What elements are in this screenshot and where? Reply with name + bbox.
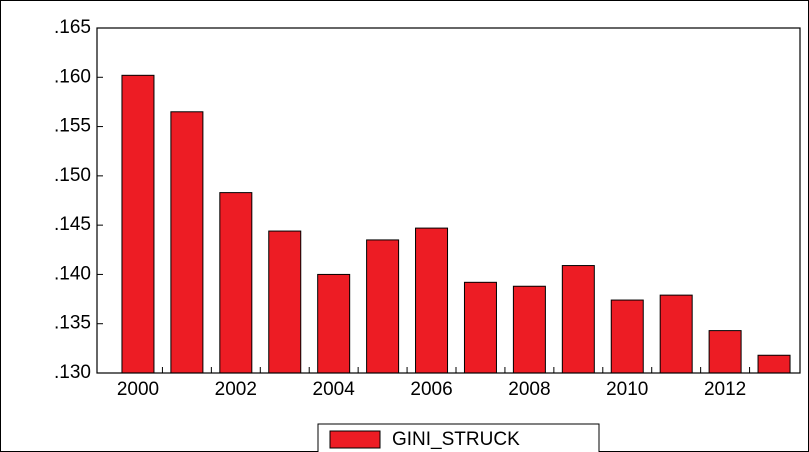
legend-label: GINI_STRUCK (392, 429, 520, 450)
bar (317, 273, 351, 374)
bar (415, 227, 449, 374)
x-tick-label: 2002 (215, 379, 257, 400)
bar (708, 330, 742, 374)
bar (659, 294, 693, 374)
x-tick-label: 2006 (410, 379, 452, 400)
legend-swatch (329, 430, 381, 449)
x-tick-label: 2008 (508, 379, 550, 400)
y-tick-label: .130 (54, 362, 91, 383)
x-tick-label: 2012 (704, 379, 746, 400)
y-tick-label: .165 (54, 17, 91, 38)
bar (219, 192, 253, 374)
bar (366, 239, 400, 374)
bar (561, 265, 595, 374)
y-tick-label: .155 (54, 116, 91, 137)
y-tick-label: .150 (54, 165, 91, 186)
bar (463, 281, 497, 374)
x-tick-label: 2004 (313, 379, 356, 400)
bar (512, 285, 546, 374)
x-tick-label: 2000 (117, 379, 159, 400)
bar (170, 111, 204, 374)
y-tick-label: .135 (54, 313, 91, 334)
y-tick-label: .145 (54, 214, 91, 235)
y-tick-label: .160 (54, 66, 91, 87)
bar (121, 74, 155, 374)
bar (268, 230, 302, 374)
bar (610, 299, 644, 374)
plot-frame (96, 27, 801, 374)
y-tick-label: .140 (54, 263, 91, 284)
bar (757, 354, 791, 374)
x-tick-label: 2010 (606, 379, 648, 400)
